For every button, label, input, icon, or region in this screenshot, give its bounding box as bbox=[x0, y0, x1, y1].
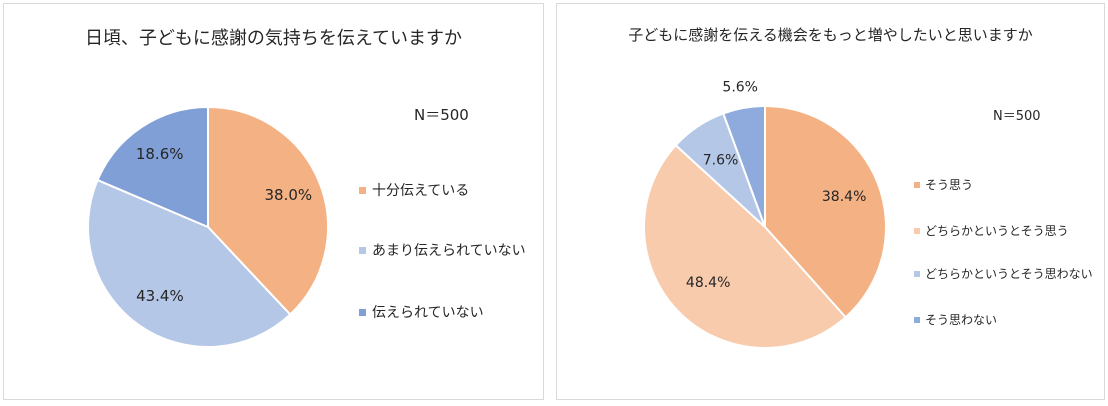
pie-slice bbox=[722, 104, 766, 228]
data-label: 48.4% bbox=[686, 275, 730, 291]
legend-label: どちらかというとそう思わない bbox=[925, 267, 1093, 281]
legend-swatch bbox=[914, 270, 920, 277]
legend-label: 十分伝えている bbox=[372, 183, 470, 199]
legend-item: どちらかというとそう思う bbox=[914, 222, 1069, 239]
data-label: 5.6% bbox=[722, 80, 758, 96]
sample-size-note: N＝500 bbox=[993, 109, 1041, 124]
chart-title: 子どもに感謝を伝える機会をもっと増やしたいと思いますか bbox=[628, 26, 1033, 44]
legend-label: あまり伝えられていない bbox=[372, 243, 526, 259]
legend-swatch bbox=[914, 316, 920, 323]
pie-slice bbox=[643, 143, 847, 349]
legend-swatch bbox=[359, 308, 366, 316]
legend-label: 伝えられていない bbox=[372, 305, 484, 321]
legend-swatch bbox=[914, 227, 920, 234]
legend-item: 十分伝えている bbox=[359, 180, 469, 200]
legend-item: あまり伝えられていない bbox=[359, 240, 526, 260]
pie-slice bbox=[96, 105, 209, 229]
legend-item: どちらかというとそう思わない bbox=[914, 265, 1093, 282]
data-label: 38.4% bbox=[822, 189, 866, 205]
legend-swatch bbox=[914, 181, 920, 188]
legend-item: 伝えられていない bbox=[359, 302, 484, 322]
legend-item: そう思う bbox=[914, 176, 973, 193]
chart-title: 日頃、子どもに感謝の気持ちを伝えていますか bbox=[84, 28, 463, 49]
legend-swatch bbox=[359, 246, 366, 254]
pie-chart: 38.4% 48.4% 7.6% 5.6% bbox=[643, 80, 887, 349]
data-label: 18.6% bbox=[136, 145, 184, 163]
legend-label: どちらかというとそう思う bbox=[925, 224, 1069, 238]
pie-slice bbox=[207, 105, 329, 316]
chart-panel-0: 日頃、子どもに感謝の気持ちを伝えていますか N＝500 38.0% 43.4% 18… bbox=[3, 3, 544, 400]
data-label: 38.0% bbox=[265, 186, 313, 204]
pie-slice bbox=[764, 104, 887, 319]
legend-label: そう思わない bbox=[925, 313, 998, 327]
pie-slice bbox=[87, 178, 292, 348]
pie-chart: 38.0% 43.4% 18.6% bbox=[87, 105, 329, 348]
data-label: 43.4% bbox=[136, 287, 184, 305]
legend-label: そう思う bbox=[925, 178, 974, 192]
data-label: 7.6% bbox=[703, 153, 739, 169]
legend-item: そう思わない bbox=[914, 311, 997, 328]
legend-swatch bbox=[359, 186, 366, 194]
chart-panel-1: 子どもに感謝を伝える機会をもっと増やしたいと思いますか N＝500 38.4% 4… bbox=[556, 3, 1105, 400]
sample-size-note: N＝500 bbox=[414, 106, 469, 124]
